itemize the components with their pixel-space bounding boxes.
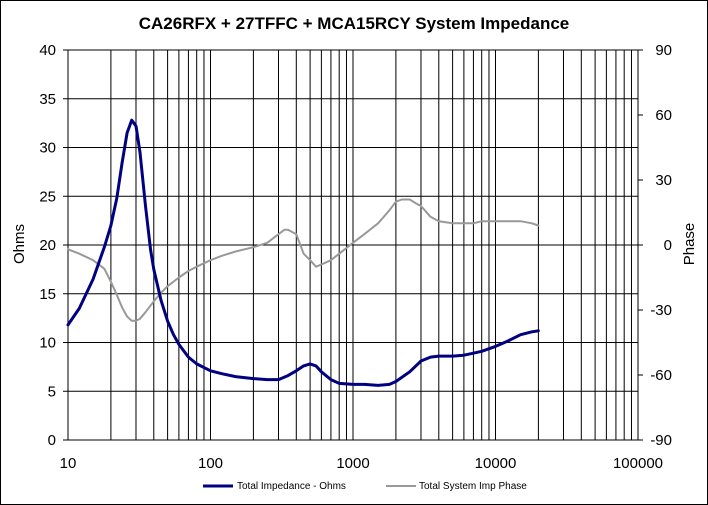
plot-area-border xyxy=(67,49,639,441)
chart-title: CA26RFX + 27TFFC + MCA15RCY System Imped… xyxy=(139,14,570,33)
y2-tick-label: 0 xyxy=(664,237,672,254)
y2-tick-label: 60 xyxy=(655,107,672,124)
y-axis-label: Ohms xyxy=(11,224,28,264)
x-tick-label: 10000 xyxy=(475,455,517,472)
y2-tick-label: 90 xyxy=(655,42,672,59)
y-tick-label: 30 xyxy=(39,140,56,157)
y-tick-label: 10 xyxy=(39,335,56,352)
x-tick-label: 100000 xyxy=(613,455,663,472)
y-tick-label: 20 xyxy=(39,237,56,254)
series-layer xyxy=(66,118,540,387)
legend-label-phase: Total System Imp Phase xyxy=(419,481,527,492)
y2-axis-tick-labels: -90 -60 -30 0 30 60 90 xyxy=(650,42,672,449)
y-tick-label: 15 xyxy=(39,286,56,303)
y-tick-label: 40 xyxy=(39,42,56,59)
series-line-impedance xyxy=(66,118,540,387)
series-line-phase xyxy=(67,198,540,322)
y2-tick-label: -30 xyxy=(650,302,672,319)
chart-legend: Total Impedance - Ohms Total System Imp … xyxy=(203,481,527,492)
y2-tick-label: -90 xyxy=(650,432,672,449)
legend-label-impedance: Total Impedance - Ohms xyxy=(237,481,346,492)
x-tick-label: 1000 xyxy=(336,455,369,472)
x-tick-label: 100 xyxy=(198,455,223,472)
y-tick-label: 0 xyxy=(48,432,56,449)
y2-axis-label: Phase xyxy=(681,223,698,266)
y2-tick-label: 30 xyxy=(655,172,672,189)
x-tick-label: 10 xyxy=(60,455,77,472)
y-tick-label: 35 xyxy=(39,91,56,108)
y2-tick-label: -60 xyxy=(650,367,672,384)
y-tick-label: 5 xyxy=(48,383,56,400)
y-axis-tick-labels: 0 5 10 15 20 25 30 35 40 xyxy=(39,42,56,449)
y-tick-label: 25 xyxy=(39,188,56,205)
x-axis-tick-labels: 10 100 1000 10000 100000 xyxy=(60,455,663,472)
